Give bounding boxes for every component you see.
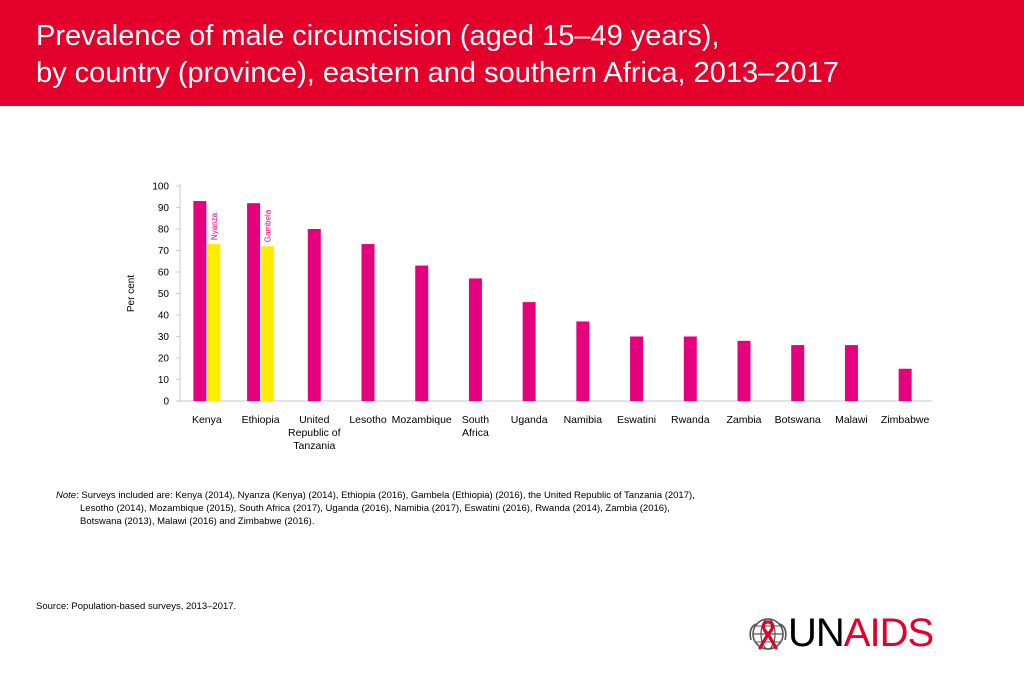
subnational-label-nyanza: Nyanza	[210, 212, 219, 240]
x-tick-label-line: Africa	[462, 427, 489, 439]
bar-nyanza	[207, 244, 221, 401]
x-tick-label: South Africa	[462, 414, 490, 439]
x-tick-label-line: Tanzania	[293, 440, 335, 452]
bar-uganda	[522, 302, 536, 401]
x-tick-label: Zimbabwe	[881, 414, 930, 426]
y-tick-label: 10	[158, 375, 170, 386]
note-line-1: : Surveys included are: Kenya (2014), Ny…	[76, 490, 695, 501]
logo-wordmark: UNAIDS	[788, 610, 934, 656]
x-tick-label: United Republic of Tanzania	[288, 414, 341, 452]
source-label: Source:	[36, 601, 69, 612]
x-tick-label-line: Malawi	[835, 414, 868, 426]
x-tick-label-line: Ethiopia	[242, 414, 280, 426]
subnational-label-gambela: Gambela	[264, 209, 273, 242]
y-tick-label: 80	[158, 225, 170, 236]
unaids-logo: UNAIDS	[748, 610, 948, 656]
x-tick-label: Zambia	[726, 414, 761, 426]
bar-zimbabwe	[898, 368, 912, 401]
x-tick-label: Uganda	[511, 414, 548, 426]
bar-eswatini	[630, 336, 644, 401]
header-banner: Prevalence of male circumcision (aged 15…	[0, 0, 1024, 106]
note-label: Note	[56, 490, 77, 501]
source-note: Source: Population-based surveys, 2013–2…	[36, 601, 236, 612]
bar-botswana	[791, 345, 805, 401]
x-tick-label: Namibia	[564, 414, 603, 426]
x-tick-label-line: South	[462, 414, 490, 426]
x-tick-label-line: Botswana	[775, 414, 821, 426]
x-tick-label-line: United	[299, 414, 330, 426]
x-tick-label: Malawi	[835, 414, 868, 426]
x-tick-label: Rwanda	[671, 414, 710, 426]
x-tick-label-line: Mozambique	[392, 414, 452, 426]
y-axis-label: Per cent	[126, 275, 137, 312]
x-tick-label-line: Republic of	[288, 427, 341, 439]
bar-united-republic-of-tanzania	[307, 229, 321, 401]
bar-kenya	[193, 201, 207, 401]
x-tick-label-line: Eswatini	[617, 414, 656, 426]
x-tick-label: Botswana	[775, 414, 821, 426]
x-tick-label: Ethiopia	[242, 414, 280, 426]
x-tick-label-line: Zambia	[726, 414, 761, 426]
ribbon-globe-icon	[749, 618, 787, 650]
note-line-3: Botswana (2013), Malawi (2016) and Zimba…	[80, 516, 315, 527]
x-tick-label-line: Uganda	[511, 414, 548, 426]
x-tick-label-line: Zimbabwe	[881, 414, 930, 426]
y-tick-label: 30	[158, 332, 170, 343]
source-text: Population-based surveys, 2013–2017.	[68, 601, 237, 612]
bar-rwanda	[683, 336, 697, 401]
y-tick-label: 50	[158, 289, 170, 300]
y-tick-label: 90	[158, 203, 170, 214]
x-tick-label: Mozambique	[392, 414, 452, 426]
y-tick-label: 100	[152, 182, 169, 193]
note-line-2: Lesotho (2014), Mozambique (2015), South…	[80, 503, 670, 514]
y-tick-label: 0	[163, 397, 169, 408]
y-tick-label: 20	[158, 354, 170, 365]
page-title: Prevalence of male circumcision (aged 15…	[36, 18, 839, 92]
logo-un: UN	[788, 611, 845, 655]
x-tick-label-line: Rwanda	[671, 414, 710, 426]
title-line-2: by country (province), eastern and south…	[36, 57, 839, 89]
bar-zambia	[737, 340, 751, 401]
bar-lesotho	[361, 244, 375, 401]
survey-note: Note: Surveys included are: Kenya (2014)…	[56, 489, 776, 528]
bar-mozambique	[415, 265, 429, 401]
title-line-1: Prevalence of male circumcision (aged 15…	[36, 20, 720, 52]
logo-aids: AIDS	[843, 611, 934, 655]
x-tick-label: Eswatini	[617, 414, 656, 426]
bar-gambela	[261, 246, 275, 401]
x-tick-label-line: Kenya	[192, 414, 222, 426]
bar-namibia	[576, 321, 590, 401]
y-tick-label: 70	[158, 246, 170, 257]
bar-ethiopia	[247, 203, 261, 401]
y-tick-label: 40	[158, 311, 170, 322]
bar-malawi	[844, 345, 858, 401]
x-tick-label: Kenya	[192, 414, 222, 426]
bar-south-africa	[468, 278, 482, 401]
y-tick-label: 60	[158, 268, 170, 279]
x-tick-label: Lesotho	[349, 414, 387, 426]
x-tick-label-line: Lesotho	[349, 414, 387, 426]
x-tick-label-line: Namibia	[564, 414, 603, 426]
bar-chart: 0 10 20 30 40 50 60 70 80 90 100 Per cent Nyanza Keny…	[126, 182, 932, 452]
